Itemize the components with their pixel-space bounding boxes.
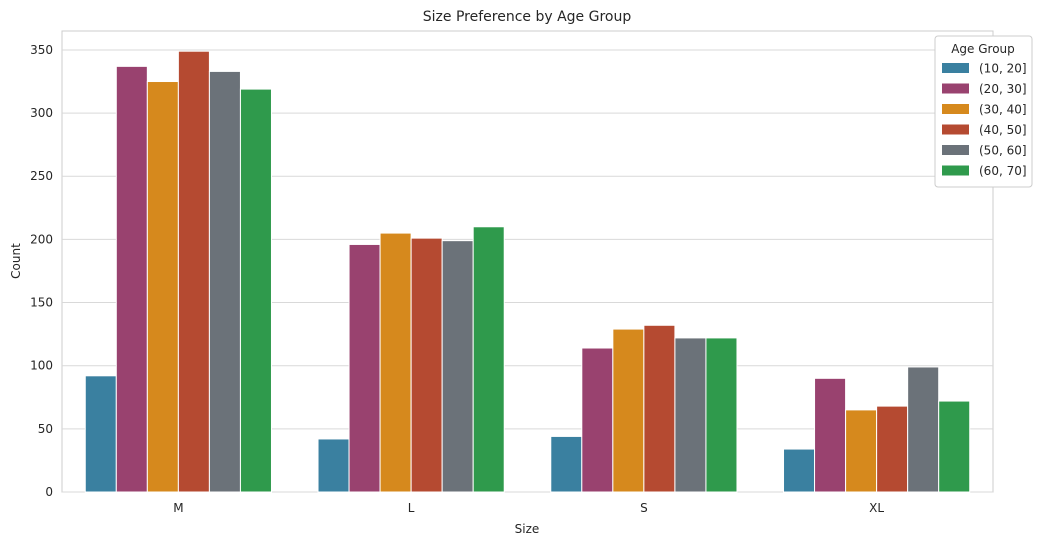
y-tick-label: 50 — [38, 422, 53, 436]
bar — [705, 337, 738, 493]
bar — [612, 328, 645, 493]
legend-swatch — [942, 124, 969, 135]
bar — [472, 226, 505, 493]
chart-title: Size Preference by Age Group — [423, 9, 632, 25]
bar — [845, 409, 878, 493]
x-axis-label: Size — [515, 522, 540, 536]
legend-title: Age Group — [951, 42, 1015, 56]
legend-swatch — [942, 145, 969, 155]
y-tick-label: 350 — [30, 43, 53, 57]
legend-swatch — [942, 165, 969, 176]
y-axis-label: Count — [9, 243, 23, 279]
bar — [84, 375, 117, 493]
y-tick-label: 300 — [30, 106, 53, 120]
legend-swatch — [942, 104, 969, 114]
bar — [783, 448, 816, 493]
bar — [643, 324, 676, 493]
legend-entry: (40, 50] — [979, 123, 1027, 137]
bar — [581, 347, 614, 493]
legend-entry: (50, 60] — [979, 144, 1027, 158]
bar — [550, 435, 583, 493]
bar — [907, 366, 940, 493]
x-tick-label: M — [173, 501, 183, 515]
x-tick-label: L — [408, 501, 415, 515]
bar — [674, 337, 707, 493]
bar — [938, 400, 971, 493]
bar — [814, 377, 847, 493]
bar — [441, 240, 474, 493]
x-tick-labels: M L S XL — [173, 501, 884, 515]
bar — [348, 243, 381, 493]
y-tick-label: 100 — [30, 359, 53, 373]
y-tick-label: 200 — [30, 232, 53, 246]
legend-swatch — [942, 63, 969, 73]
legend-swatch — [942, 83, 969, 94]
legend-entry: (20, 30] — [979, 82, 1027, 96]
bar — [410, 237, 443, 493]
bar — [239, 88, 272, 493]
bar — [317, 438, 350, 493]
legend-entry: (60, 70] — [979, 164, 1027, 178]
y-tick-labels: 0 50 100 150 200 250 300 350 — [30, 43, 53, 499]
y-tick-label: 250 — [30, 169, 53, 183]
bar — [379, 232, 412, 493]
y-tick-label: 0 — [45, 485, 53, 499]
x-tick-label: XL — [869, 501, 884, 515]
bar — [208, 70, 241, 493]
bar — [146, 81, 179, 493]
legend: Age Group (10, 20] (20, 30] (30, 40] (40, 5… — [934, 35, 1033, 188]
bar — [177, 50, 210, 493]
x-tick-label: S — [640, 501, 648, 515]
y-tick-label: 150 — [30, 296, 53, 310]
bar — [115, 65, 148, 493]
bar — [876, 405, 909, 493]
legend-entry: (10, 20] — [979, 62, 1027, 76]
bars — [84, 50, 971, 493]
legend-entry: (30, 40] — [979, 103, 1027, 117]
